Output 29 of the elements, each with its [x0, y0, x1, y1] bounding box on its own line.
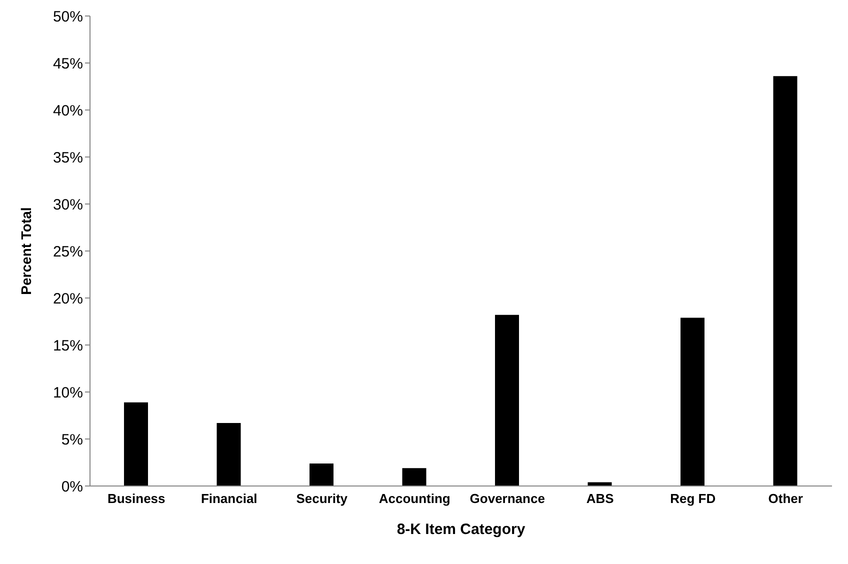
- x-axis-title: 8-K Item Category: [396, 521, 526, 538]
- x-tick-label: Governance: [470, 491, 545, 506]
- y-tick-label: 30%: [52, 196, 83, 214]
- y-tick-label: 40%: [52, 102, 83, 120]
- bar: [495, 314, 519, 486]
- x-tick-label: ABS: [586, 491, 614, 506]
- y-tick-label: 50%: [52, 8, 83, 26]
- y-tick-label: 5%: [61, 431, 83, 448]
- bar: [310, 463, 334, 486]
- x-tick-label: Reg FD: [670, 491, 716, 506]
- y-tick-label: 45%: [52, 55, 83, 72]
- y-axis-title: Percent Total: [18, 207, 34, 295]
- bar: [588, 482, 612, 486]
- y-tick-label: 35%: [52, 149, 83, 166]
- y-tick-label: 15%: [52, 337, 83, 354]
- x-tick-label: Financial: [200, 491, 258, 506]
- x-tick-label: Accounting: [378, 491, 450, 506]
- y-tick-label: 0%: [61, 478, 83, 496]
- bar: [124, 402, 148, 486]
- y-tick-label: 25%: [52, 243, 83, 260]
- y-tick-label: 20%: [52, 290, 83, 308]
- y-tick-label: 10%: [52, 384, 83, 402]
- bar: [680, 318, 704, 486]
- bar: [216, 423, 241, 486]
- x-tick-label: Security: [296, 491, 348, 506]
- x-tick-label: Business: [107, 491, 166, 506]
- bar: [402, 468, 426, 486]
- bar: [773, 76, 798, 486]
- x-tick-label: Other: [768, 491, 803, 506]
